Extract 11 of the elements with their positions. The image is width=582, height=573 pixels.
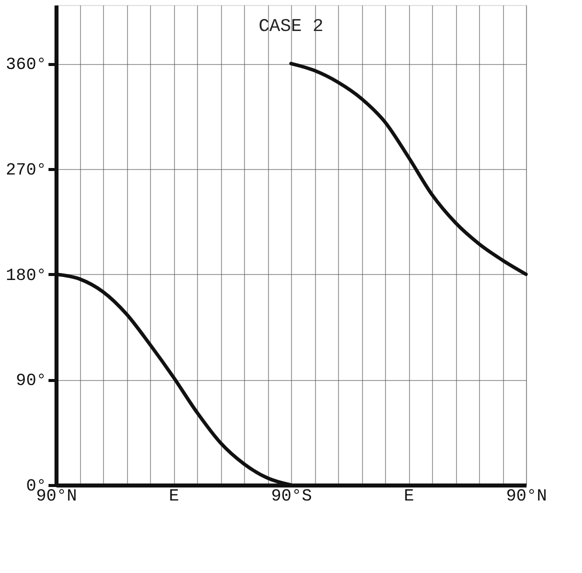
x-tick-label: E — [404, 488, 414, 506]
y-tick-label: 180° — [6, 266, 46, 286]
text: CASE 2 — [258, 17, 324, 37]
x-tick-label: 90°S — [271, 488, 312, 506]
y-tick-label: 360° — [6, 56, 46, 76]
x-tick-label: 90°N — [36, 488, 77, 506]
x-tick-label: 90°N — [506, 488, 547, 506]
y-tick-label: 90° — [16, 372, 46, 392]
line-series — [289, 62, 528, 276]
y-tick-label: 270° — [6, 161, 46, 180]
x-tick-label: E — [168, 488, 180, 506]
